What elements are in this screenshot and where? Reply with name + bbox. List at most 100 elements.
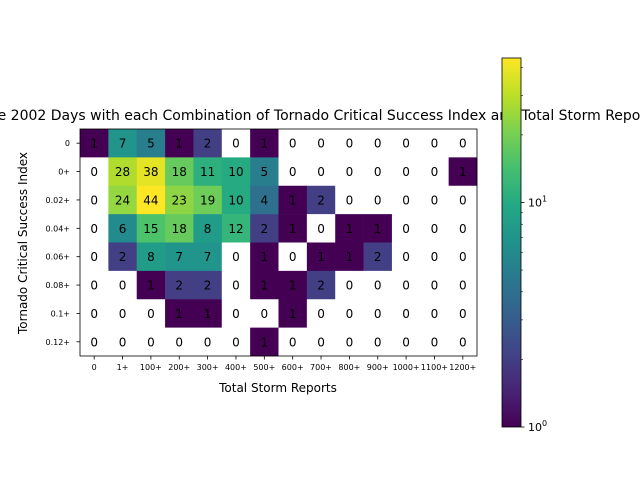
cell-value-label: 8 bbox=[204, 222, 212, 236]
heatmap-cell bbox=[221, 214, 251, 243]
colorbar-ticks: 100 101 bbox=[521, 66, 547, 434]
cell-value-label: 0 bbox=[317, 335, 325, 349]
cell-value-label: 1 bbox=[147, 279, 155, 293]
cell-labels: 1 7 5 1 2 0 1 0 0 0 0 0 0 00 28 38 18 11 10 5 0 0 0 0 0 0 10 24 44 23… bbox=[90, 137, 466, 350]
heatmap-cell bbox=[391, 327, 421, 357]
heatmap-cell bbox=[335, 299, 364, 328]
heatmap-cell bbox=[250, 214, 279, 243]
cell-value-label: 1 bbox=[204, 307, 212, 321]
heatmap-cell bbox=[108, 129, 138, 158]
cell-value-label: 2 bbox=[317, 279, 325, 293]
colorbar: 100 101 bbox=[501, 57, 547, 434]
cell-value-label: 0 bbox=[374, 137, 382, 151]
cell-value-label: 0 bbox=[402, 165, 410, 179]
y-tick-label: 0.08+ bbox=[45, 281, 70, 290]
cell-value-label: 0 bbox=[232, 137, 240, 151]
cell-value-label: 0 bbox=[317, 165, 325, 179]
x-tick-label: 800+ bbox=[338, 363, 360, 372]
cell-value-label: 0 bbox=[402, 250, 410, 264]
heatmap-cell bbox=[221, 185, 251, 215]
x-axis-label: Total Storm Reports bbox=[218, 381, 337, 395]
cell-value-label: 0 bbox=[232, 307, 240, 321]
cell-value-label: 0 bbox=[147, 335, 155, 349]
cell-value-label: 1 bbox=[317, 250, 325, 264]
heatmap-cell bbox=[165, 299, 194, 328]
heatmap-cell bbox=[278, 185, 308, 215]
x-tick-label: 100+ bbox=[140, 363, 162, 372]
cell-value-label: 10 bbox=[228, 165, 243, 179]
heatmap-cell bbox=[193, 157, 223, 187]
cell-value-label: 5 bbox=[147, 137, 155, 151]
cell-value-label: 0 bbox=[346, 307, 354, 321]
cell-value-label: 0 bbox=[431, 250, 439, 264]
heatmap-cells bbox=[80, 129, 478, 357]
heatmap-cell bbox=[108, 327, 138, 357]
cell-value-label: 0 bbox=[459, 250, 467, 264]
x-tick-label: 0 bbox=[92, 363, 97, 372]
cell-value-label: 0 bbox=[459, 335, 467, 349]
heatmap-cell bbox=[108, 214, 138, 243]
heatmap-cell bbox=[250, 185, 279, 215]
cell-value-label: 1 bbox=[261, 335, 269, 349]
heatmap-cell bbox=[363, 327, 393, 357]
heatmap-cell bbox=[221, 157, 251, 187]
x-tick-label: 1+ bbox=[117, 363, 129, 372]
x-tick-label: 900+ bbox=[367, 363, 389, 372]
x-tick-label: 1100+ bbox=[421, 363, 448, 372]
y-tick-label: 0.04+ bbox=[45, 224, 70, 233]
heatmap-cell bbox=[136, 214, 166, 243]
cell-value-label: 0 bbox=[459, 193, 467, 207]
heatmap-cell bbox=[335, 242, 364, 272]
heatmap-cell bbox=[136, 242, 166, 272]
x-tick-label: 500+ bbox=[253, 363, 275, 372]
cell-value-label: 24 bbox=[115, 193, 130, 207]
heatmap-cell bbox=[363, 157, 393, 187]
heatmap-cell bbox=[391, 185, 421, 215]
heatmap-cell bbox=[306, 299, 336, 328]
heatmap-cell bbox=[363, 214, 393, 243]
cell-value-label: 1 bbox=[289, 222, 297, 236]
cell-value-label: 0 bbox=[346, 193, 354, 207]
colorbar-tick-label: 100 bbox=[528, 419, 547, 434]
cell-value-label: 7 bbox=[119, 137, 127, 151]
cell-value-label: 0 bbox=[119, 279, 127, 293]
heatmap-cell bbox=[80, 129, 109, 158]
cell-value-label: 0 bbox=[90, 165, 98, 179]
cell-value-label: 0 bbox=[374, 193, 382, 207]
cell-value-label: 0 bbox=[346, 335, 354, 349]
cell-value-label: 1 bbox=[459, 165, 467, 179]
x-tick-label: 700+ bbox=[310, 363, 332, 372]
cell-value-label: 0 bbox=[317, 307, 325, 321]
cell-value-label: 0 bbox=[147, 307, 155, 321]
cell-value-label: 0 bbox=[431, 279, 439, 293]
cell-value-label: 0 bbox=[119, 335, 127, 349]
heatmap-cell bbox=[108, 157, 138, 187]
heatmap-cell bbox=[250, 270, 279, 300]
cell-value-label: 7 bbox=[204, 250, 212, 264]
cell-value-label: 0 bbox=[459, 137, 467, 151]
heatmap-cell bbox=[165, 185, 194, 215]
heatmap-cell bbox=[306, 270, 336, 300]
heatmap-cell bbox=[448, 214, 478, 243]
y-axis-ticks: 0 0+ 0.02+ 0.04+ 0.06+ 0.08+ 0.1+ 0.12+ bbox=[45, 139, 80, 347]
heatmap-cell bbox=[278, 129, 308, 158]
heatmap-cell bbox=[193, 129, 223, 158]
cell-value-label: 0 bbox=[261, 307, 269, 321]
cell-value-label: 0 bbox=[431, 137, 439, 151]
cell-value-label: 0 bbox=[402, 279, 410, 293]
cell-value-label: 1 bbox=[261, 250, 269, 264]
heatmap-cell bbox=[391, 129, 421, 158]
cell-value-label: 0 bbox=[232, 279, 240, 293]
cell-value-label: 0 bbox=[431, 193, 439, 207]
cell-value-label: 0 bbox=[317, 137, 325, 151]
heatmap-cell bbox=[136, 185, 166, 215]
cell-value-label: 0 bbox=[90, 193, 98, 207]
cell-value-label: 4 bbox=[261, 193, 269, 207]
heatmap-cell bbox=[448, 185, 478, 215]
heatmap-cell bbox=[391, 270, 421, 300]
y-tick-label: 0 bbox=[65, 139, 70, 148]
cell-value-label: 0 bbox=[289, 165, 297, 179]
cell-value-label: 0 bbox=[204, 335, 212, 349]
cell-value-label: 2 bbox=[204, 279, 212, 293]
x-axis-ticks: 0 1+ 100+ 200+ 300+ 400+ 500+ 600+ 700+ 800+ 900+ 1… bbox=[92, 356, 476, 372]
